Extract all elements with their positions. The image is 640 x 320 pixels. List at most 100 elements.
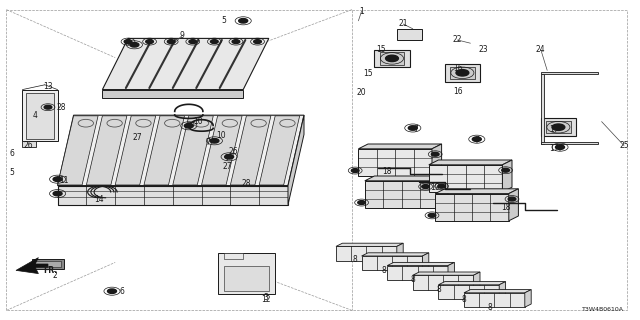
Text: 14: 14 (94, 196, 104, 204)
Polygon shape (115, 116, 156, 185)
Text: 19: 19 (430, 183, 440, 192)
Text: 15: 15 (376, 45, 386, 54)
Circle shape (44, 105, 52, 109)
Polygon shape (445, 64, 480, 82)
Text: 28: 28 (56, 103, 65, 112)
Polygon shape (102, 90, 243, 98)
Circle shape (472, 137, 481, 141)
Circle shape (552, 124, 564, 131)
Text: 5: 5 (9, 168, 14, 177)
Text: 6: 6 (9, 149, 14, 158)
Polygon shape (450, 67, 475, 79)
Polygon shape (32, 259, 64, 269)
Text: 7: 7 (186, 122, 191, 131)
Polygon shape (102, 38, 269, 90)
Text: 4: 4 (33, 111, 38, 120)
Polygon shape (358, 144, 442, 149)
Text: 11: 11 (60, 176, 68, 185)
Polygon shape (397, 29, 422, 40)
Text: 28: 28 (242, 180, 251, 188)
Polygon shape (435, 189, 518, 194)
Polygon shape (448, 262, 454, 280)
Polygon shape (365, 181, 438, 208)
Text: 7: 7 (474, 136, 479, 145)
Circle shape (167, 40, 175, 44)
Circle shape (358, 201, 365, 204)
Circle shape (385, 55, 398, 61)
Text: 24: 24 (536, 45, 546, 54)
Polygon shape (365, 176, 448, 181)
Polygon shape (358, 149, 432, 176)
Polygon shape (413, 272, 480, 275)
Polygon shape (58, 186, 288, 205)
Polygon shape (224, 266, 269, 291)
Text: 8: 8 (461, 295, 467, 304)
Polygon shape (16, 258, 48, 274)
Text: 18: 18 (501, 204, 510, 212)
Polygon shape (499, 282, 506, 299)
Polygon shape (438, 176, 448, 208)
Text: 7: 7 (225, 154, 230, 163)
Polygon shape (144, 116, 184, 185)
Circle shape (53, 191, 62, 196)
Text: 13: 13 (43, 82, 53, 91)
Polygon shape (86, 116, 127, 185)
Text: 10: 10 (193, 117, 204, 126)
Text: 16: 16 (452, 64, 463, 73)
Polygon shape (218, 253, 275, 294)
Polygon shape (525, 290, 531, 307)
Text: 3: 3 (263, 293, 268, 302)
Circle shape (253, 40, 261, 44)
Circle shape (225, 155, 234, 159)
Circle shape (239, 19, 248, 23)
Polygon shape (22, 141, 36, 147)
Text: 25: 25 (619, 141, 629, 150)
Text: 17: 17 (548, 144, 559, 153)
Polygon shape (336, 243, 403, 246)
Polygon shape (22, 90, 58, 141)
Polygon shape (422, 253, 429, 270)
Text: 26: 26 (24, 141, 34, 150)
Circle shape (130, 43, 139, 47)
Polygon shape (362, 256, 422, 270)
Text: 8: 8 (487, 303, 492, 312)
Text: 17: 17 (548, 125, 559, 134)
Polygon shape (173, 116, 213, 185)
Circle shape (422, 185, 429, 188)
Text: 10: 10 (216, 132, 226, 140)
Polygon shape (464, 290, 531, 293)
Polygon shape (202, 116, 242, 185)
Circle shape (210, 139, 219, 143)
Text: 7: 7 (125, 39, 131, 48)
Polygon shape (464, 293, 525, 307)
Polygon shape (541, 118, 576, 136)
Text: 26: 26 (228, 148, 239, 156)
Text: 23: 23 (478, 45, 488, 54)
Polygon shape (413, 275, 474, 290)
Text: 27: 27 (222, 162, 232, 171)
Circle shape (232, 40, 240, 44)
Text: 8: 8 (410, 276, 415, 284)
Polygon shape (288, 115, 304, 205)
Polygon shape (35, 261, 61, 267)
Circle shape (456, 70, 468, 76)
Text: 8: 8 (353, 255, 358, 264)
Polygon shape (429, 160, 512, 165)
Text: 7: 7 (413, 125, 419, 134)
Circle shape (189, 40, 196, 44)
Text: 1: 1 (359, 7, 364, 16)
Circle shape (508, 197, 516, 201)
Text: 21: 21 (399, 20, 408, 28)
Circle shape (408, 126, 417, 130)
Polygon shape (435, 194, 509, 221)
Text: 7: 7 (55, 176, 60, 185)
Text: 7: 7 (55, 191, 60, 200)
Circle shape (211, 40, 218, 44)
Polygon shape (432, 144, 442, 176)
Circle shape (146, 40, 154, 44)
Text: 18: 18 (383, 167, 392, 176)
Polygon shape (374, 50, 410, 67)
Polygon shape (58, 116, 98, 185)
Text: 7: 7 (205, 138, 211, 147)
Text: T3W4B0610A: T3W4B0610A (582, 307, 624, 312)
